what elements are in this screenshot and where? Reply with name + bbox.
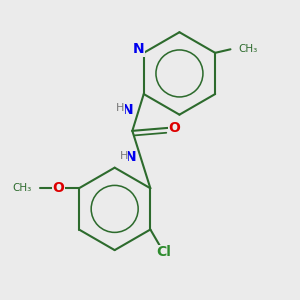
Text: H: H <box>119 151 128 161</box>
Text: N: N <box>133 42 144 56</box>
Text: N: N <box>121 103 133 116</box>
Text: N: N <box>124 150 136 164</box>
Text: O: O <box>168 121 180 135</box>
Text: CH₃: CH₃ <box>239 44 258 54</box>
Text: H: H <box>116 103 124 113</box>
Text: CH₃: CH₃ <box>12 183 31 193</box>
Text: Cl: Cl <box>156 245 171 260</box>
Text: O: O <box>52 181 64 195</box>
